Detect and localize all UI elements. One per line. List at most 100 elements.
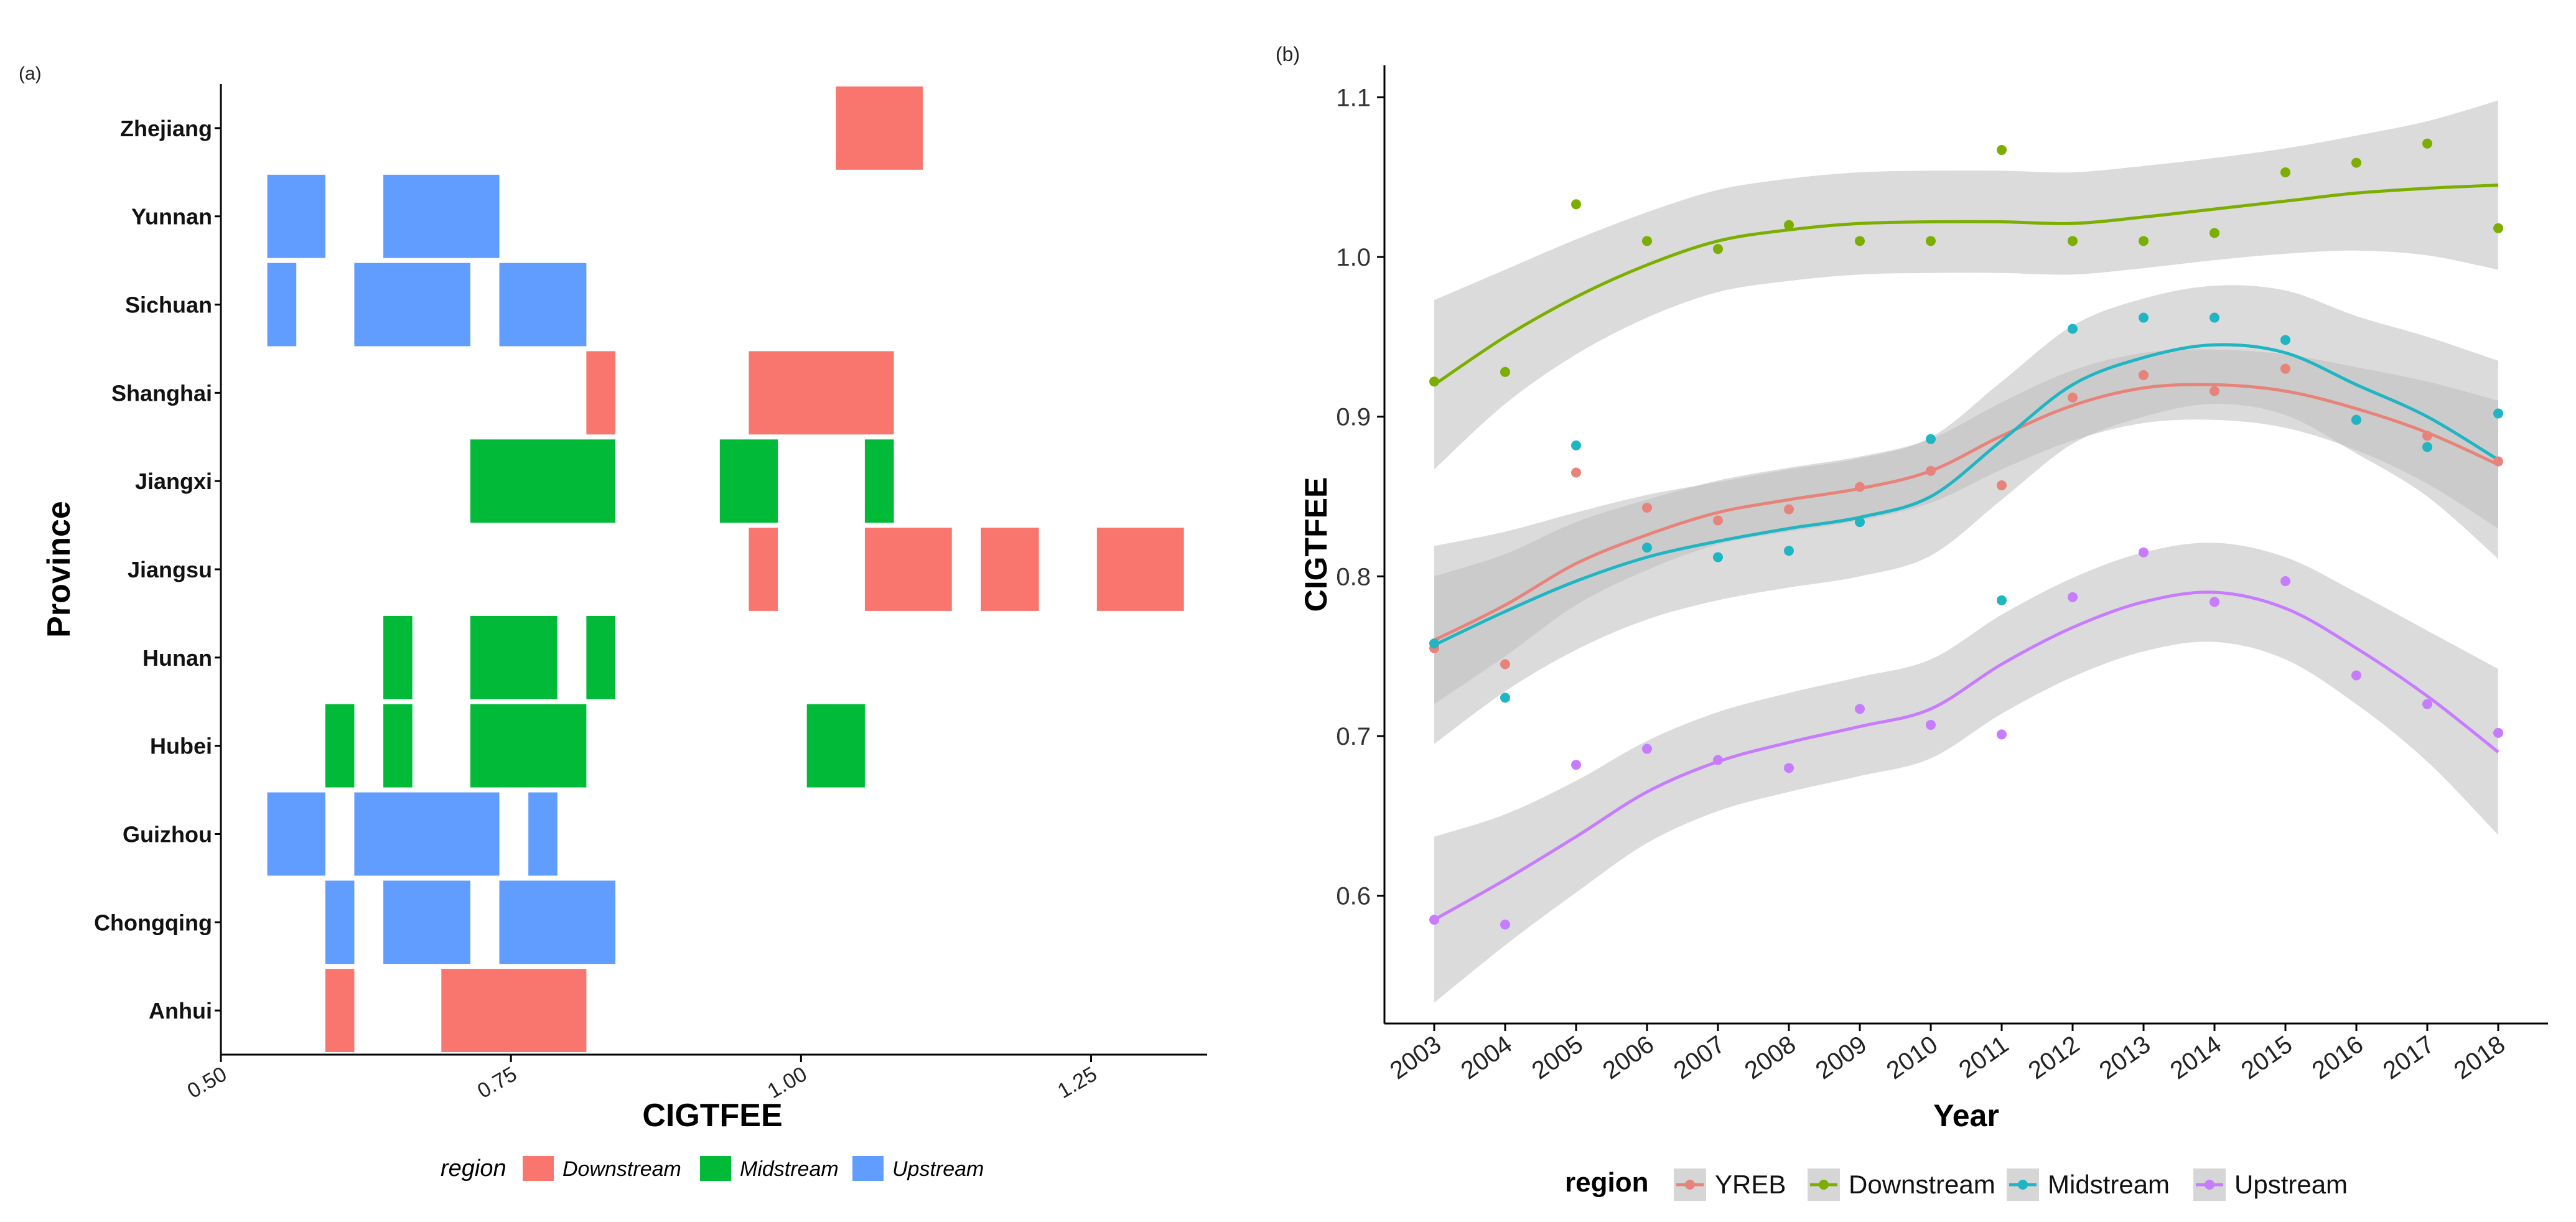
cell-sichuan-3 — [499, 263, 587, 347]
point-yreb-2018 — [2493, 456, 2503, 467]
line-upstream — [1433, 590, 2499, 921]
point-midstream-2010 — [1926, 434, 1936, 444]
cell-shanghai-1 — [586, 351, 615, 435]
trend-y-axis-title: CIGTFEE — [1299, 477, 1333, 612]
province-label-hunan: Hunan — [142, 645, 212, 671]
heatmap-x-axis-title: CIGTFEE — [642, 1098, 782, 1134]
point-upstream-2011 — [1997, 729, 2007, 740]
point-downstream-2006 — [1642, 236, 1652, 246]
heatmap-legend-title: region — [441, 1155, 506, 1182]
point-downstream-2016 — [2351, 157, 2361, 168]
point-midstream-2013 — [2139, 312, 2149, 323]
legend-key-downstream — [523, 1156, 554, 1181]
point-upstream-2009 — [1855, 704, 1865, 714]
point-downstream-2009 — [1855, 236, 1865, 246]
point-upstream-2008 — [1784, 763, 1794, 773]
heatmap-y-axis-title: Province — [41, 501, 77, 638]
province-label-hubei: Hubei — [150, 734, 212, 759]
legend-label-upstream: Upstream — [2234, 1170, 2348, 1199]
point-downstream-2015 — [2280, 167, 2290, 177]
point-downstream-2017 — [2422, 138, 2432, 149]
year-label-2012: 2012 — [2023, 1030, 2084, 1084]
point-downstream-2010 — [1926, 236, 1936, 246]
cell-jiangxi-1 — [470, 439, 615, 523]
year-chart-y-ticks: 0.6 0.7 0.8 0.9 1.0 1.1 — [1336, 84, 1384, 910]
heatmap-cells — [267, 86, 1184, 1052]
panel-b-trend-chart: (b) 0.60.70.80.91.01.1 2003 2004 2005 2006 2… — [1276, 43, 2548, 1201]
cell-sichuan-2 — [354, 263, 470, 347]
legend-label-yreb: YREB — [1715, 1170, 1786, 1199]
cell-jiangxi-2 — [719, 439, 778, 523]
point-midstream-2009 — [1855, 517, 1865, 528]
line-downstream — [1433, 184, 2499, 386]
ribbon-downstream — [1434, 100, 2498, 470]
point-yreb-2009 — [1855, 482, 1865, 492]
cell-jiangsu-3 — [981, 528, 1039, 611]
cell-jiangsu-1 — [749, 528, 778, 611]
year-label-2014: 2014 — [2165, 1030, 2226, 1084]
point-upstream-2006 — [1642, 744, 1652, 754]
legend-key-upstream — [852, 1156, 884, 1181]
cell-guizhou-1 — [267, 792, 325, 876]
province-label-chongqing: Chongqing — [94, 910, 212, 935]
x-tick-label-2: 0.75 — [474, 1062, 521, 1103]
year-chart-x-ticks: 2003 2004 2005 2006 2007 2008 2009 2010 2011 2012… — [1385, 1024, 2510, 1084]
cell-chongqing-3 — [499, 880, 615, 964]
cell-sichuan-1 — [267, 263, 297, 347]
point-downstream-2005 — [1571, 199, 1581, 210]
trend-legend: region YREB Downstream Midstream Upstream — [1565, 1167, 2348, 1201]
point-downstream-2003 — [1429, 376, 1439, 387]
panel-a-heatmap: (a) Anhui Chongqing Guizhou Hubei Hunan Jiang… — [19, 63, 1207, 1182]
point-midstream-2018 — [2493, 408, 2503, 419]
x-tick-label-1: 0.50 — [184, 1062, 231, 1103]
year-label-2005: 2005 — [1527, 1030, 1588, 1084]
trend-legend-title: region — [1565, 1167, 1648, 1198]
province-axis-ticks: Anhui Chongqing Guizhou Hubei Hunan Jiangsu Ji… — [94, 116, 221, 1024]
point-midstream-2011 — [1997, 595, 2007, 605]
point-upstream-2010 — [1926, 720, 1936, 730]
point-upstream-2014 — [2210, 597, 2219, 607]
legend-key-dot-downstream — [1819, 1180, 1829, 1190]
point-yreb-2017 — [2422, 431, 2432, 441]
cell-shanghai-2 — [749, 351, 894, 435]
cell-jiangsu-4 — [1096, 528, 1184, 611]
legend-label-upstream: Upstream — [892, 1157, 984, 1181]
point-upstream-2017 — [2422, 699, 2432, 709]
province-label-zhejiang: Zhejiang — [120, 116, 212, 141]
province-label-jiangsu: Jiangsu — [128, 557, 212, 582]
panel-b-label: (b) — [1276, 43, 1300, 65]
legend-label-downstream: Downstream — [562, 1157, 681, 1181]
point-midstream-2015 — [2280, 335, 2290, 345]
cell-yunnan-2 — [383, 174, 500, 258]
year-label-2011: 2011 — [1954, 1030, 2014, 1083]
point-upstream-2012 — [2068, 592, 2078, 602]
cigtfee-axis-ticks: 0.50 0.75 1.00 1.25 — [184, 1055, 1101, 1103]
year-label-2017: 2017 — [2378, 1030, 2439, 1084]
smooth-lines — [1433, 184, 2499, 921]
cell-chongqing-1 — [325, 880, 355, 964]
province-label-guizhou: Guizhou — [123, 821, 212, 847]
legend-key-dot-yreb — [1685, 1180, 1695, 1190]
line-midstream — [1433, 343, 2499, 646]
point-midstream-2007 — [1713, 552, 1723, 562]
y-tick-label-4: 0.9 — [1336, 404, 1371, 431]
point-downstream-2018 — [2493, 223, 2503, 233]
year-label-2004: 2004 — [1456, 1030, 1517, 1084]
legend-key-dot-midstream — [2018, 1180, 2028, 1190]
point-downstream-2012 — [2068, 236, 2078, 246]
point-midstream-2005 — [1571, 440, 1581, 450]
point-yreb-2005 — [1571, 467, 1581, 478]
point-upstream-2003 — [1429, 915, 1439, 925]
point-yreb-2010 — [1926, 465, 1936, 476]
point-midstream-2004 — [1500, 693, 1510, 703]
point-yreb-2011 — [1997, 480, 2007, 491]
point-yreb-2015 — [2280, 363, 2290, 374]
cell-hunan-2 — [470, 615, 558, 699]
point-midstream-2003 — [1429, 638, 1439, 649]
year-label-2015: 2015 — [2236, 1030, 2297, 1084]
point-downstream-2004 — [1500, 366, 1510, 377]
point-yreb-2012 — [2068, 392, 2078, 403]
point-upstream-2016 — [2351, 670, 2361, 681]
panel-a-label: (a) — [19, 63, 42, 84]
year-label-2009: 2009 — [1811, 1030, 1872, 1084]
